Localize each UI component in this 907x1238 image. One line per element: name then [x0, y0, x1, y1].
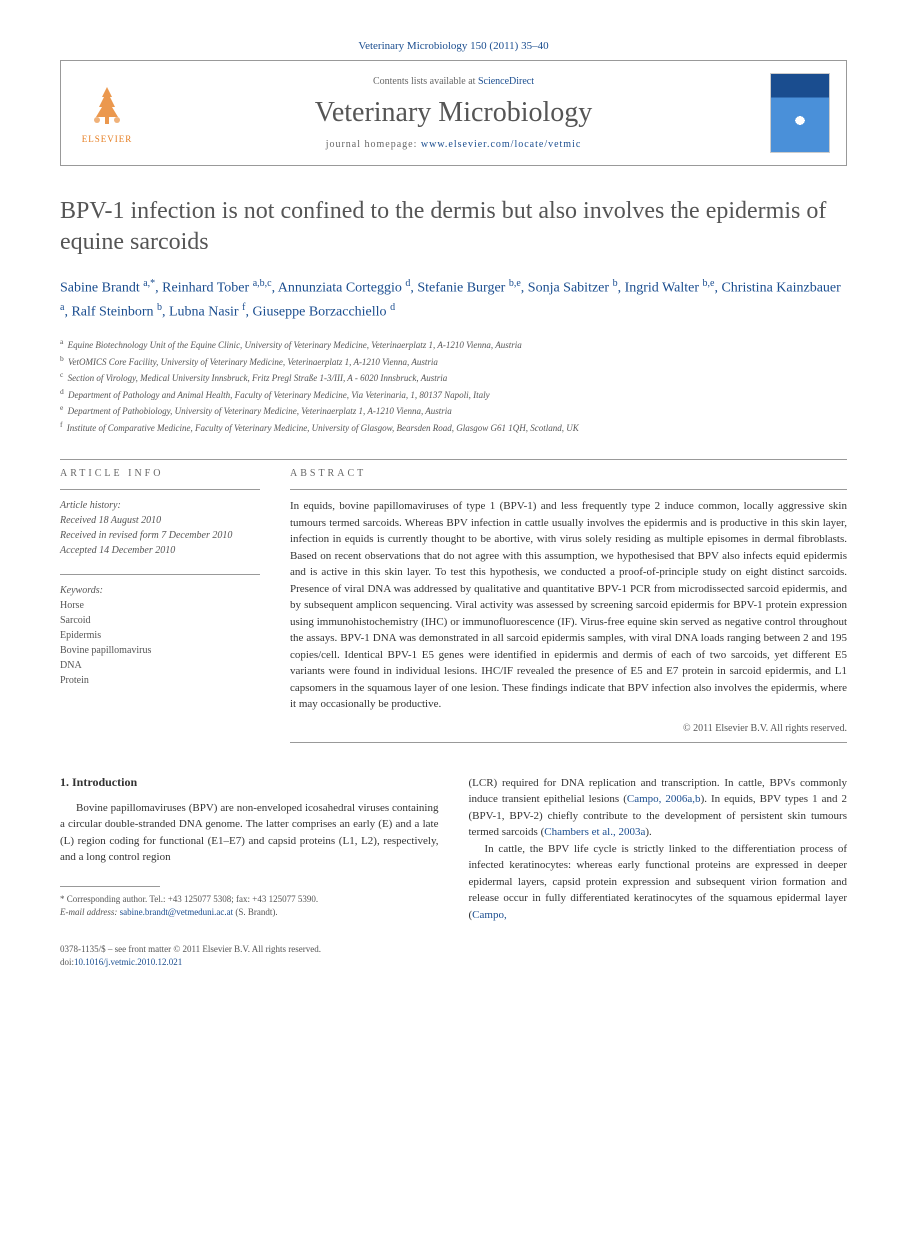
revised-date: Received in revised form 7 December 2010: [60, 528, 260, 543]
text-fragment: In cattle, the BPV life cycle is strictl…: [469, 843, 848, 921]
affiliation-item: d Department of Pathology and Animal Hea…: [60, 386, 847, 403]
divider: [60, 459, 847, 460]
homepage-link[interactable]: www.elsevier.com/locate/vetmic: [421, 139, 581, 150]
masthead-center: Contents lists available at ScienceDirec…: [153, 76, 754, 150]
keyword-item: DNA: [60, 658, 260, 673]
abstract-text: In equids, bovine papillomaviruses of ty…: [290, 498, 847, 713]
divider: [290, 489, 847, 490]
divider: [60, 574, 260, 575]
keywords-block: Keywords: HorseSarcoidEpidermisBovine pa…: [60, 583, 260, 688]
article-title: BPV-1 infection is not confined to the d…: [60, 196, 847, 258]
intro-paragraph-1-cont: (LCR) required for DNA replication and t…: [469, 775, 848, 841]
journal-cover-thumbnail: [770, 73, 830, 153]
body-right-column: (LCR) required for DNA replication and t…: [469, 775, 848, 924]
corr-author-contact: * Corresponding author. Tel.: +43 125077…: [60, 893, 439, 906]
corresponding-author-footnote: * Corresponding author. Tel.: +43 125077…: [60, 893, 439, 918]
abstract-copyright: © 2011 Elsevier B.V. All rights reserved…: [290, 723, 847, 734]
contents-prefix: Contents lists available at: [373, 76, 478, 87]
email-label: E-mail address:: [60, 907, 117, 917]
abstract-column: ABSTRACT In equids, bovine papillomaviru…: [290, 468, 847, 751]
author-list: Sabine Brandt a,*, Reinhard Tober a,b,c,…: [60, 276, 847, 324]
citation-link[interactable]: Chambers et al., 2003a: [544, 826, 645, 838]
keyword-item: Protein: [60, 673, 260, 688]
affiliation-list: a Equine Biotechnology Unit of the Equin…: [60, 336, 847, 435]
tree-icon: [82, 82, 132, 132]
keywords-label: Keywords:: [60, 583, 260, 598]
journal-title: Veterinary Microbiology: [153, 97, 754, 129]
article-info-column: ARTICLE INFO Article history: Received 1…: [60, 468, 260, 751]
masthead: ELSEVIER Contents lists available at Sci…: [60, 60, 847, 166]
body-columns: 1. Introduction Bovine papillomaviruses …: [60, 775, 847, 924]
text-fragment: ).: [645, 826, 651, 838]
keyword-item: Epidermis: [60, 628, 260, 643]
article-page: Veterinary Microbiology 150 (2011) 35–40…: [0, 0, 907, 1009]
elsevier-logo: ELSEVIER: [77, 78, 137, 148]
corr-name: (S. Brandt).: [235, 907, 277, 917]
affiliation-item: f Institute of Comparative Medicine, Fac…: [60, 419, 847, 436]
divider: [290, 742, 847, 743]
corr-author-email-line: E-mail address: sabine.brandt@vetmeduni.…: [60, 906, 439, 919]
history-label: Article history:: [60, 498, 260, 513]
issn-copyright: 0378-1135/$ – see front matter © 2011 El…: [60, 943, 847, 956]
homepage-line: journal homepage: www.elsevier.com/locat…: [153, 139, 754, 150]
homepage-prefix: journal homepage:: [326, 139, 421, 150]
citation-link[interactable]: Campo,: [472, 909, 507, 921]
abstract-label: ABSTRACT: [290, 468, 847, 479]
keyword-item: Bovine papillomavirus: [60, 643, 260, 658]
received-date: Received 18 August 2010: [60, 513, 260, 528]
divider: [60, 489, 260, 490]
intro-paragraph-1: Bovine papillomaviruses (BPV) are non-en…: [60, 800, 439, 866]
info-abstract-row: ARTICLE INFO Article history: Received 1…: [60, 468, 847, 751]
publisher-name: ELSEVIER: [82, 134, 133, 144]
page-footer: 0378-1135/$ – see front matter © 2011 El…: [60, 943, 847, 968]
contents-available: Contents lists available at ScienceDirec…: [153, 76, 754, 87]
affiliation-item: e Department of Pathobiology, University…: [60, 402, 847, 419]
doi-prefix: doi:: [60, 957, 74, 967]
accepted-date: Accepted 14 December 2010: [60, 543, 260, 558]
article-history: Article history: Received 18 August 2010…: [60, 498, 260, 558]
doi-link[interactable]: 10.1016/j.vetmic.2010.12.021: [74, 957, 182, 967]
keywords-list: HorseSarcoidEpidermisBovine papillomavir…: [60, 598, 260, 688]
article-info-label: ARTICLE INFO: [60, 468, 260, 479]
journal-reference: Veterinary Microbiology 150 (2011) 35–40: [60, 40, 847, 52]
doi-line: doi:10.1016/j.vetmic.2010.12.021: [60, 956, 847, 969]
intro-heading: 1. Introduction: [60, 775, 439, 790]
citation-link[interactable]: Campo, 2006a,b: [627, 793, 701, 805]
body-left-column: 1. Introduction Bovine papillomaviruses …: [60, 775, 439, 924]
footnote-divider: [60, 886, 160, 887]
affiliation-item: c Section of Virology, Medical Universit…: [60, 369, 847, 386]
affiliation-item: a Equine Biotechnology Unit of the Equin…: [60, 336, 847, 353]
intro-paragraph-2: In cattle, the BPV life cycle is strictl…: [469, 841, 848, 924]
keyword-item: Horse: [60, 598, 260, 613]
sciencedirect-link[interactable]: ScienceDirect: [478, 76, 534, 87]
keyword-item: Sarcoid: [60, 613, 260, 628]
affiliation-item: b VetOMICS Core Facility, University of …: [60, 353, 847, 370]
corr-email-link[interactable]: sabine.brandt@vetmeduni.ac.at: [120, 907, 234, 917]
